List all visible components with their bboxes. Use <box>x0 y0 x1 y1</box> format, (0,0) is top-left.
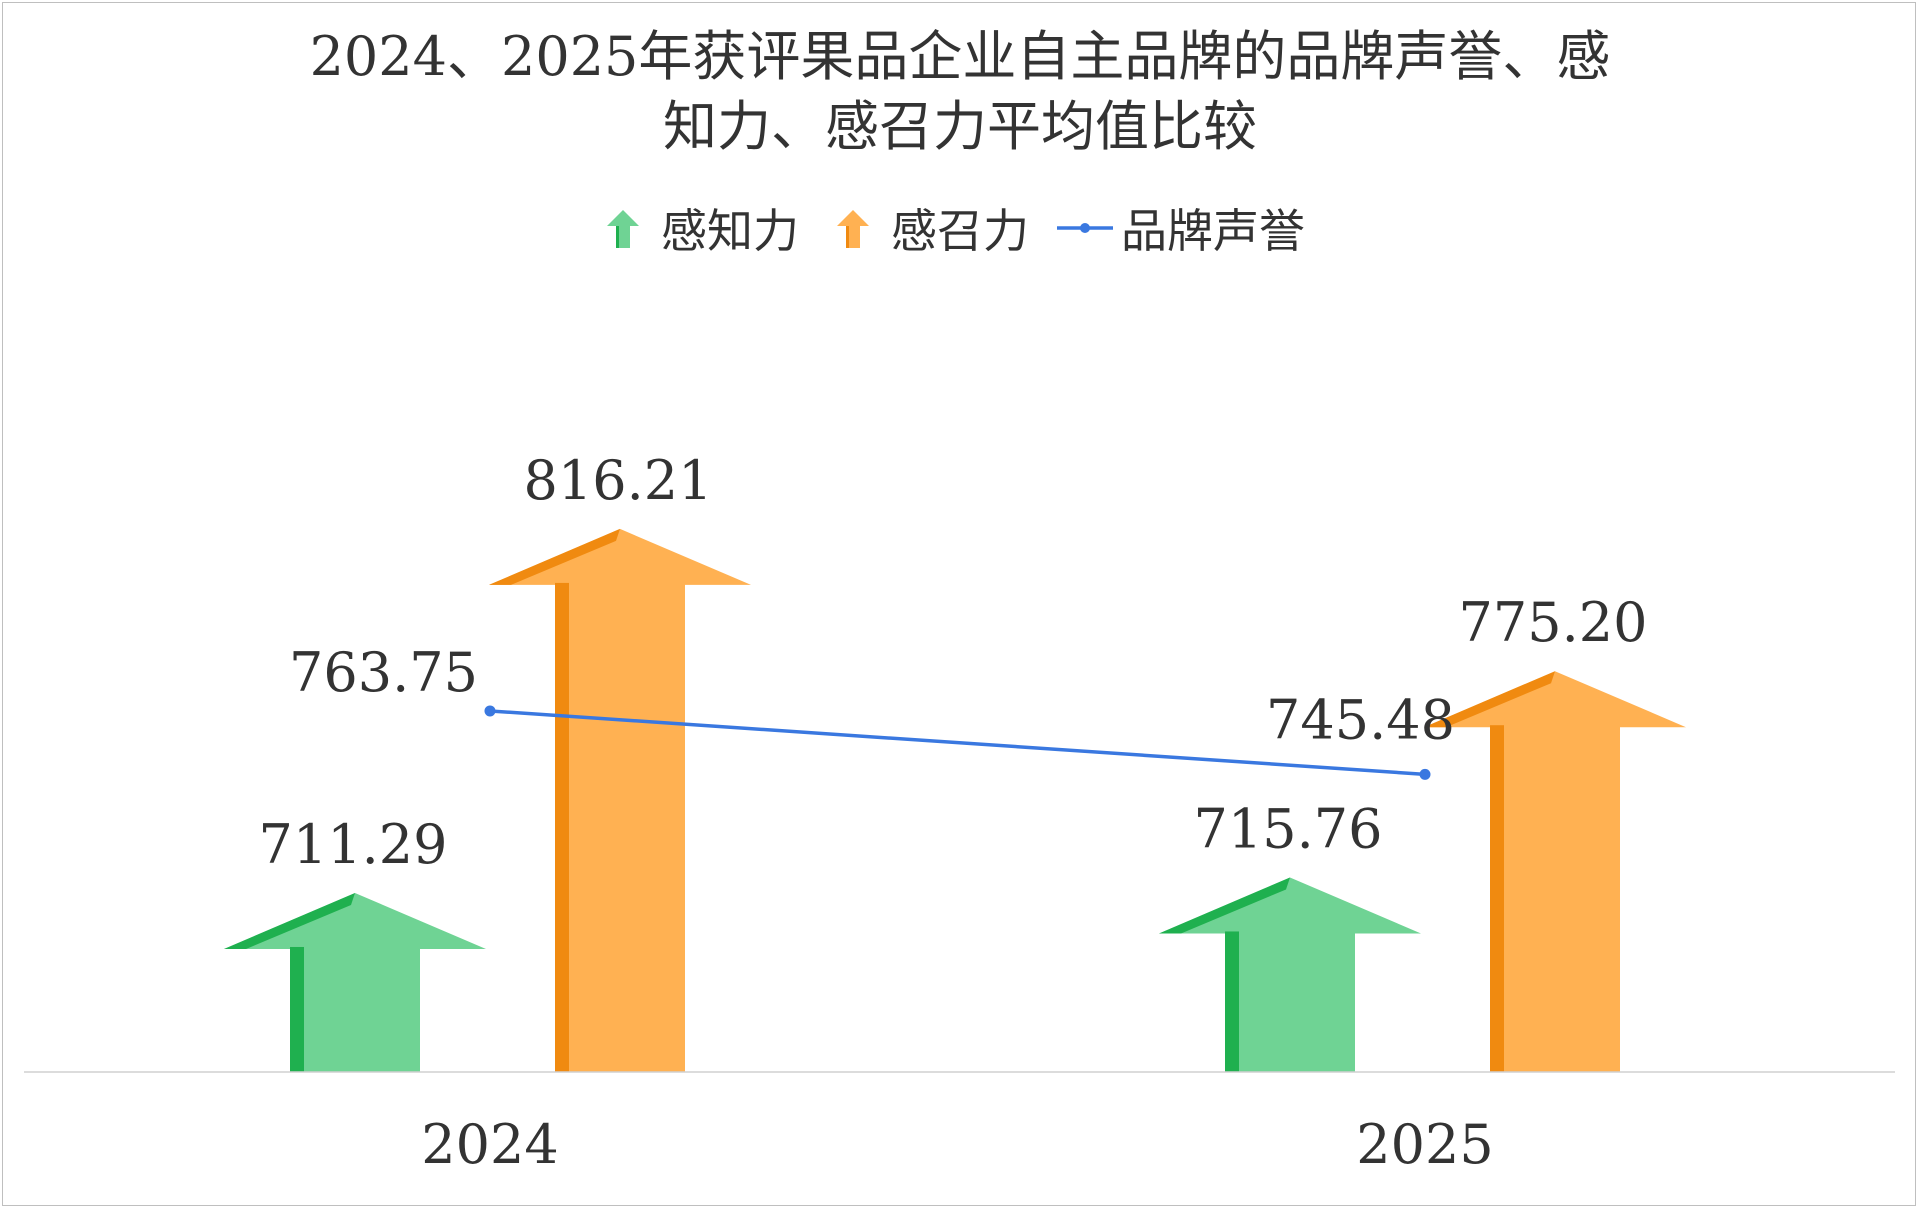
x-axis: 2024 2025 <box>24 1071 1895 1176</box>
arrow-bar-感知力-2025 <box>1159 877 1421 1072</box>
data-label-品牌声誉-2025: 745.48 <box>1266 688 1455 751</box>
legend-item-感知力: 感知力 <box>607 204 799 258</box>
legend-item-品牌声誉: 品牌声誉 <box>1057 204 1305 258</box>
arrow-body <box>224 892 486 1072</box>
arrow-head-shade <box>1424 671 1555 728</box>
legend-swatch-shade <box>616 226 619 248</box>
arrow-bar-感召力-2024 <box>489 528 751 1072</box>
legend-label-感知力: 感知力 <box>661 204 799 258</box>
data-label-感知力-2025: 715.76 <box>1194 797 1383 860</box>
arrow-body <box>1159 877 1421 1072</box>
chart-title: 2024、2025年获评果品企业自主品牌的品牌声誉、感 知力、感召力平均值比较 <box>0 22 1920 162</box>
legend-label-感召力: 感召力 <box>891 204 1029 258</box>
x-tick-label-2025: 2025 <box>1356 1113 1493 1176</box>
chart-legend: 感知力 感召力 品牌声誉 <box>607 204 1305 258</box>
data-labels: 711.29 715.76 816.21 775.20 763.75 745.48 <box>259 449 1648 876</box>
line-point-2024 <box>484 705 496 717</box>
data-label-感召力-2025: 775.20 <box>1459 591 1648 654</box>
arrow-head-shade <box>1159 877 1290 934</box>
plot-area <box>224 528 1686 1072</box>
legend-swatch-shade <box>846 226 849 248</box>
data-label-感知力-2024: 711.29 <box>259 813 448 876</box>
arrow-head-shade <box>224 892 355 949</box>
arrow-head-shade <box>489 528 620 585</box>
arrow-bar-感知力-2024 <box>224 892 486 1072</box>
line-series-品牌声誉 <box>489 709 1426 777</box>
legend-item-感召力: 感召力 <box>837 204 1029 258</box>
data-label-感召力-2024: 816.21 <box>524 449 713 512</box>
x-tick-label-2024: 2024 <box>421 1113 558 1176</box>
chart-title-line-2: 知力、感召力平均值比较 <box>663 95 1257 158</box>
line-point-2025 <box>1419 768 1431 780</box>
arrow-shaft-shade <box>555 582 569 1072</box>
arrow-bar-感召力-2025 <box>1424 671 1686 1072</box>
arrow-body <box>489 528 751 1072</box>
arrow-shaft-shade <box>1225 931 1239 1072</box>
arrow-shaft-shade <box>290 946 304 1072</box>
arrow-body <box>1424 671 1686 1072</box>
legend-swatch-dot <box>1080 223 1090 233</box>
legend-swatch-arrow <box>607 210 639 248</box>
legend-label-品牌声誉: 品牌声誉 <box>1121 204 1305 258</box>
legend-swatch-arrow <box>837 210 869 248</box>
arrow-shaft-shade <box>1490 725 1504 1072</box>
chart-title-line-1: 2024、2025年获评果品企业自主品牌的品牌声誉、感 <box>309 25 1611 88</box>
data-label-品牌声誉-2024: 763.75 <box>289 641 478 704</box>
